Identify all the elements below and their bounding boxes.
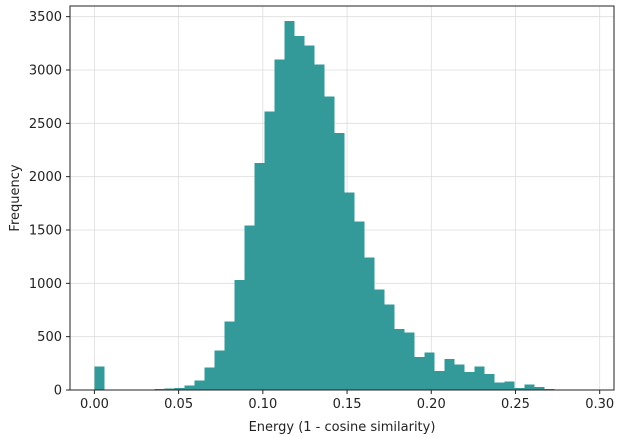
y-tick-label: 0 — [54, 384, 62, 399]
histogram-bar — [274, 59, 285, 390]
histogram-bar — [484, 374, 495, 390]
histogram-bar — [314, 64, 325, 391]
histogram-bar — [94, 366, 105, 390]
histogram-bar — [294, 35, 305, 390]
x-tick-label: 0.15 — [333, 397, 362, 412]
histogram-bar — [154, 388, 165, 390]
y-tick-label: 1500 — [29, 224, 62, 239]
histogram-bar — [444, 359, 455, 390]
histogram-bar — [254, 162, 265, 390]
histogram-bar — [354, 221, 365, 390]
histogram-bar — [184, 385, 195, 390]
x-tick-label: 0.10 — [248, 397, 277, 412]
histogram-bar — [474, 366, 485, 390]
x-tick-label: 0.25 — [501, 397, 530, 412]
y-tick-label: 3000 — [29, 64, 62, 79]
histogram-bar — [414, 356, 425, 390]
bars-layer — [94, 20, 595, 391]
histogram-bar — [494, 382, 505, 390]
histogram-bar — [394, 329, 405, 390]
histogram-bar — [214, 350, 225, 390]
x-tick-label: 0.00 — [80, 397, 109, 412]
histogram-bar — [344, 192, 355, 390]
histogram-bar — [304, 45, 315, 390]
histogram-bar — [234, 280, 245, 390]
grid-layer — [70, 6, 614, 391]
histogram-bar — [454, 364, 465, 390]
x-axis-title: Energy (1 - cosine similarity) — [249, 420, 436, 435]
histogram-bar — [204, 367, 215, 390]
histogram-bar — [544, 388, 555, 390]
histogram-bar — [224, 321, 235, 390]
histogram-bar — [194, 380, 205, 390]
y-axis-title: Frequency — [8, 164, 23, 231]
y-tick-label: 500 — [37, 330, 62, 345]
histogram-bar — [524, 384, 535, 390]
histogram-bar — [284, 20, 295, 391]
histogram-bar — [434, 370, 445, 390]
y-tick-label: 2500 — [29, 117, 62, 132]
y-tick-label: 3500 — [29, 10, 62, 25]
histogram-bar — [334, 132, 345, 390]
histogram-bar — [324, 96, 335, 391]
histogram-bar — [424, 352, 435, 390]
x-tick-label: 0.20 — [417, 397, 446, 412]
histogram-bar — [264, 111, 275, 390]
histogram-bar — [174, 387, 185, 390]
plot-frame — [69, 5, 615, 391]
histogram-bar — [404, 332, 415, 390]
y-tick-label: 1000 — [29, 277, 62, 292]
ticks-layer: 0.00 0.05 0.10 0.15 0.20 0.25 0.30 0 500 1000 1500… — [29, 10, 614, 412]
x-tick-label: 0.05 — [164, 397, 193, 412]
histogram-bar — [374, 289, 385, 390]
histogram-bar — [514, 387, 525, 390]
histogram-bar — [244, 225, 255, 390]
histogram-bar — [164, 388, 175, 390]
histogram-bar — [464, 371, 475, 390]
x-tick-label: 0.30 — [585, 397, 614, 412]
histogram-bar — [534, 386, 545, 390]
y-tick-label: 2000 — [29, 170, 62, 185]
histogram-bar — [504, 381, 515, 390]
histogram-bar — [364, 257, 375, 390]
histogram-bar — [384, 304, 395, 390]
